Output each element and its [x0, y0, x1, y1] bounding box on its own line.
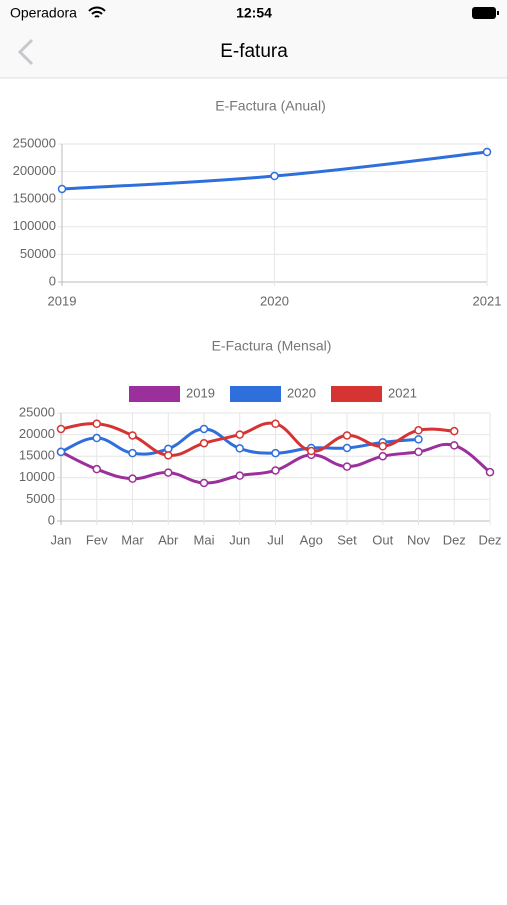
x-tick-label: Fev	[86, 532, 108, 547]
battery-tip	[497, 11, 499, 15]
legend-swatch	[331, 386, 382, 402]
series-line	[60, 421, 455, 457]
x-tick-label: Out	[372, 532, 393, 547]
data-point	[235, 471, 244, 480]
nav-title: E-fatura	[220, 41, 288, 62]
data-point	[128, 474, 137, 483]
chart-title: E-Factura (Mensal)	[212, 338, 332, 354]
x-tick-label: Mai	[194, 532, 215, 547]
x-tick-label: Nov	[407, 532, 431, 547]
data-point	[485, 467, 495, 477]
data-point	[271, 419, 280, 429]
data-point	[199, 478, 209, 488]
data-point	[342, 462, 352, 471]
data-point	[270, 171, 279, 181]
data-point	[342, 431, 352, 440]
data-point	[450, 426, 459, 436]
x-tick-label: Mar	[121, 532, 144, 547]
data-point	[482, 147, 492, 157]
y-tick-label: 250000	[13, 135, 56, 150]
y-tick-label: 0	[49, 273, 56, 288]
data-point	[164, 468, 173, 477]
y-tick-label: 25000	[19, 404, 55, 419]
data-point	[414, 447, 423, 457]
data-point	[164, 451, 173, 460]
x-tick-label: Abr	[158, 532, 179, 547]
data-point	[56, 424, 66, 434]
x-tick-label: Dez	[478, 532, 501, 547]
data-point	[128, 448, 137, 458]
legend-swatch	[230, 386, 281, 402]
data-point	[199, 438, 209, 448]
legend-label: 2019	[186, 385, 215, 400]
data-point	[128, 431, 137, 440]
y-tick-label: 200000	[13, 163, 56, 178]
data-point	[92, 433, 101, 443]
back-button[interactable]	[17, 38, 34, 66]
data-point	[57, 184, 67, 194]
y-tick-label: 15000	[19, 448, 55, 463]
x-tick-label: Jun	[229, 532, 250, 547]
header-bg	[0, 0, 507, 78]
legend-label: 2020	[287, 385, 316, 400]
data-point	[414, 435, 423, 444]
data-point	[414, 426, 423, 435]
y-tick-label: 50000	[20, 246, 56, 261]
y-tick-label: 150000	[13, 191, 56, 206]
y-tick-label: 10000	[19, 469, 55, 484]
data-point	[92, 419, 101, 429]
x-tick-label: 2019	[48, 293, 77, 308]
data-point	[378, 442, 387, 451]
data-point	[92, 464, 101, 474]
data-point	[307, 446, 316, 456]
data-point	[271, 448, 280, 458]
y-tick-label: 100000	[13, 218, 56, 233]
data-point	[271, 466, 280, 475]
x-tick-label: 2021	[473, 293, 502, 308]
data-point	[199, 424, 209, 434]
legend-swatch	[129, 386, 180, 402]
time: 12:54	[236, 5, 272, 21]
x-tick-label: Ago	[300, 532, 323, 547]
y-tick-label: 5000	[26, 491, 55, 506]
x-tick-label: Set	[337, 532, 357, 547]
carrier: Operadora	[10, 5, 77, 21]
chart-title: E-Factura (Anual)	[215, 98, 325, 114]
data-point	[56, 447, 66, 457]
legend-label: 2021	[388, 385, 417, 400]
data-point	[378, 451, 387, 461]
data-point	[450, 441, 459, 450]
x-tick-label: 2020	[260, 293, 289, 308]
data-point	[235, 444, 244, 453]
wifi-icon	[88, 6, 106, 18]
battery-icon	[472, 7, 496, 19]
x-tick-label: Jan	[51, 532, 72, 547]
y-tick-label: 0	[48, 512, 55, 527]
data-point	[235, 430, 244, 439]
data-point	[342, 443, 352, 453]
y-tick-label: 20000	[19, 426, 55, 441]
x-tick-label: Jul	[267, 532, 284, 547]
x-tick-label: Dez	[443, 532, 466, 547]
